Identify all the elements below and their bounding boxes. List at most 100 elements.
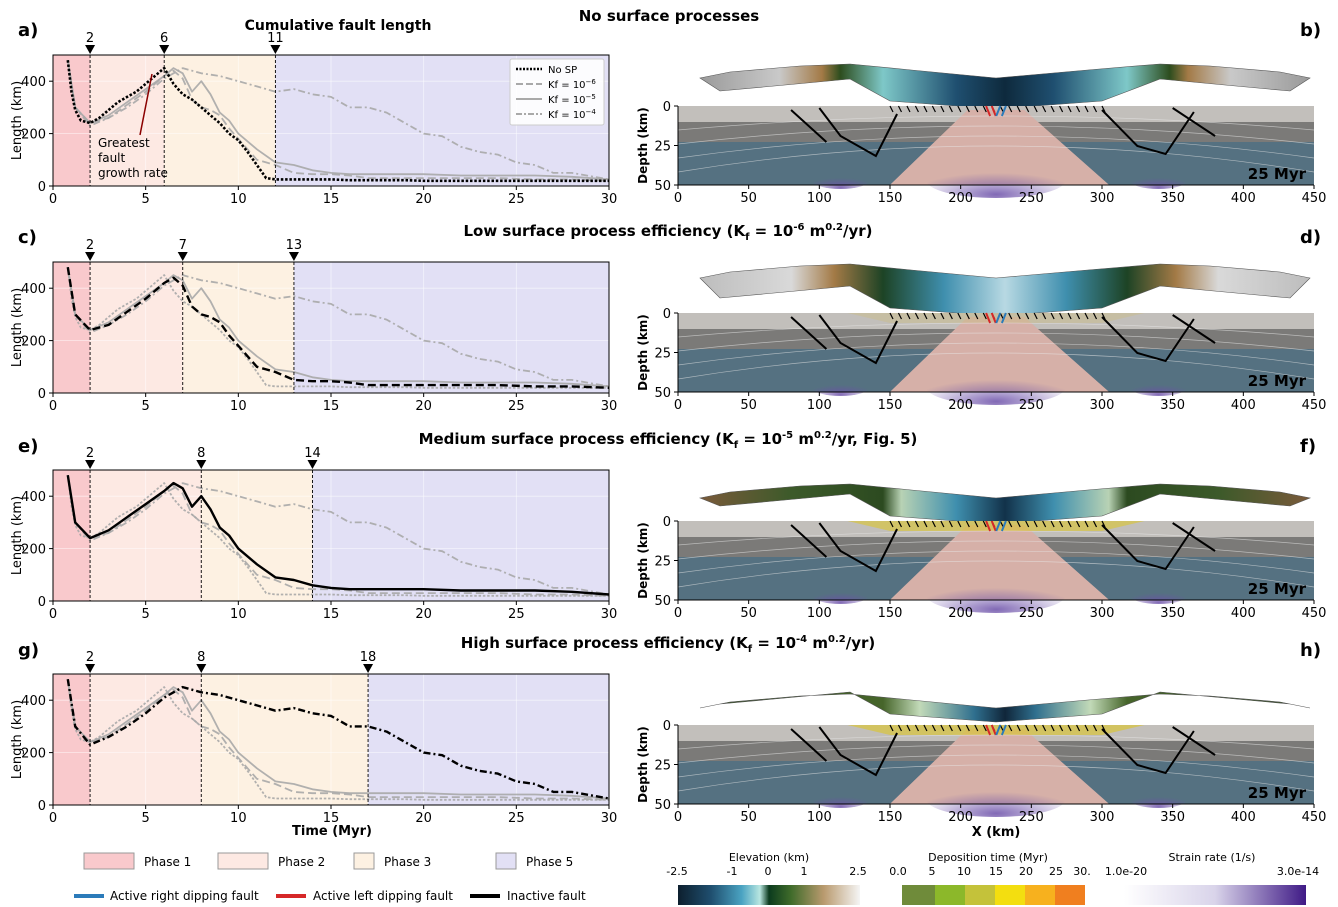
inactive-faults bbox=[790, 522, 1216, 573]
dep-tick-2: 5 bbox=[929, 865, 936, 878]
elevation-colorbar: Elevation (km) -2.5 -1 0 1 2.5 bbox=[666, 851, 867, 905]
phase-marker-label: 2 bbox=[86, 446, 94, 461]
series-line-nosp bbox=[66, 475, 609, 597]
series-line-kf105 bbox=[66, 679, 610, 800]
x-km-tick-label: 0 bbox=[674, 606, 682, 621]
phase-marker-triangle bbox=[85, 252, 96, 261]
phase-marker-label: 8 bbox=[197, 650, 205, 665]
surface-fault-ticks bbox=[889, 312, 1106, 320]
phase3-label: Phase 3 bbox=[384, 855, 431, 869]
depth-axis-label: Depth (km) bbox=[636, 107, 650, 184]
x-km-tick-label: 300 bbox=[1090, 810, 1115, 825]
isotherm-line bbox=[677, 125, 1315, 145]
phase2-label: Phase 2 bbox=[278, 855, 325, 869]
y-tick-label: 200 bbox=[21, 543, 46, 558]
sediment-basin bbox=[847, 521, 1145, 531]
annotation-line2: fault bbox=[98, 151, 126, 165]
series-line-kf105 bbox=[66, 267, 610, 388]
panel-letter-f: f) bbox=[1300, 436, 1316, 457]
y-tick-label: 0 bbox=[38, 180, 46, 195]
phase-band-2 bbox=[90, 262, 183, 393]
phase-marker-label: 13 bbox=[286, 238, 303, 253]
x-tick-label: 15 bbox=[323, 607, 340, 622]
x-km-tick-label: 250 bbox=[1019, 810, 1044, 825]
x-tick-label: 20 bbox=[415, 399, 432, 414]
series-line-kf104 bbox=[66, 475, 610, 596]
isotherm-line bbox=[677, 115, 1315, 131]
x-km-tick-label: 200 bbox=[948, 398, 973, 413]
asthenosphere-wedge bbox=[890, 110, 1110, 185]
surface-fault-ticks bbox=[889, 724, 1106, 732]
phase1-swatch bbox=[83, 852, 135, 870]
title-g: High surface process efficiency (Kf = 10… bbox=[461, 634, 875, 655]
active-right-faults bbox=[995, 724, 1007, 736]
phase-band-1 bbox=[53, 470, 91, 601]
dep-band-3 bbox=[965, 885, 995, 905]
x-tick-label: 30 bbox=[601, 811, 618, 826]
panel-letter-d: d) bbox=[1300, 227, 1321, 248]
x-tick-label: 15 bbox=[323, 811, 340, 826]
x-tick-label: 10 bbox=[230, 399, 247, 414]
y-tick-label: 200 bbox=[21, 335, 46, 350]
title-e: Medium surface process efficiency (Kf = … bbox=[419, 430, 918, 451]
phase-marker-triangle bbox=[85, 460, 96, 469]
y-tick-label: 400 bbox=[21, 490, 46, 505]
depth-axis-label: Depth (km) bbox=[636, 726, 650, 803]
x-km-tick-label: 250 bbox=[1019, 606, 1044, 621]
x-km-tick-label: 300 bbox=[1090, 606, 1115, 621]
isotherm-line bbox=[677, 560, 1315, 588]
isotherm-line bbox=[677, 135, 1315, 159]
active-left-faults bbox=[985, 724, 997, 736]
dep-band-4 bbox=[995, 885, 1025, 905]
x-km-tick-label: 400 bbox=[1231, 606, 1256, 621]
x-tick-label: 10 bbox=[230, 811, 247, 826]
asthenosphere-wedge bbox=[890, 525, 1110, 600]
x-tick-label: 5 bbox=[142, 192, 150, 207]
annotation-arrow bbox=[139, 73, 153, 136]
isotherm-line bbox=[677, 764, 1315, 792]
x-km-tick-label: 150 bbox=[878, 191, 903, 206]
title-c: Low surface process efficiency (Kf = 10-… bbox=[463, 222, 872, 243]
x-tick-label: 20 bbox=[415, 811, 432, 826]
isotherm-line bbox=[677, 754, 1315, 778]
dep-band-6 bbox=[1055, 885, 1085, 905]
x-km-tick-label: 450 bbox=[1302, 191, 1327, 206]
series-line-kf106 bbox=[66, 679, 610, 801]
strain-rate-zone-right bbox=[1130, 792, 1187, 808]
x-km-tick-label: 150 bbox=[878, 810, 903, 825]
dep-tick-4: 15 bbox=[989, 865, 1003, 878]
x-km-tick-label: 200 bbox=[948, 810, 973, 825]
x-tick-label: 30 bbox=[601, 192, 618, 207]
depth-axis-label: Depth (km) bbox=[636, 314, 650, 391]
time-axis-label: Time (Myr) bbox=[292, 824, 372, 839]
x-tick-label: 30 bbox=[601, 607, 618, 622]
panel-letter-c: c) bbox=[18, 227, 37, 248]
series-line-nosp bbox=[66, 60, 609, 183]
elev-tick-3: 0 bbox=[765, 865, 772, 878]
phase-marker-label: 14 bbox=[304, 446, 321, 461]
inactive-fault-label: Inactive fault bbox=[507, 889, 586, 903]
series-line-kf104 bbox=[66, 267, 610, 388]
active-right-faults bbox=[995, 312, 1007, 324]
phase-marker-triangle bbox=[177, 252, 188, 261]
phase-marker-triangle bbox=[196, 664, 207, 673]
x-km-tick-label: 450 bbox=[1302, 398, 1327, 413]
x-km-tick-label: 350 bbox=[1160, 398, 1185, 413]
phase-band-1 bbox=[53, 262, 91, 393]
x-km-tick-label: 200 bbox=[948, 606, 973, 621]
y-axis-label: Length (km) bbox=[10, 288, 25, 367]
strain-rate-zone-left bbox=[812, 792, 869, 808]
topography-surface bbox=[698, 483, 1312, 525]
phase-marker-label: 2 bbox=[86, 238, 94, 253]
x-km-tick-label: 100 bbox=[807, 398, 832, 413]
x-km-tick-label: 250 bbox=[1019, 191, 1044, 206]
panel-letter-b: b) bbox=[1300, 20, 1321, 41]
phase-band-4 bbox=[312, 470, 609, 601]
strain-tick-1: 1.0e-20 bbox=[1105, 865, 1147, 878]
